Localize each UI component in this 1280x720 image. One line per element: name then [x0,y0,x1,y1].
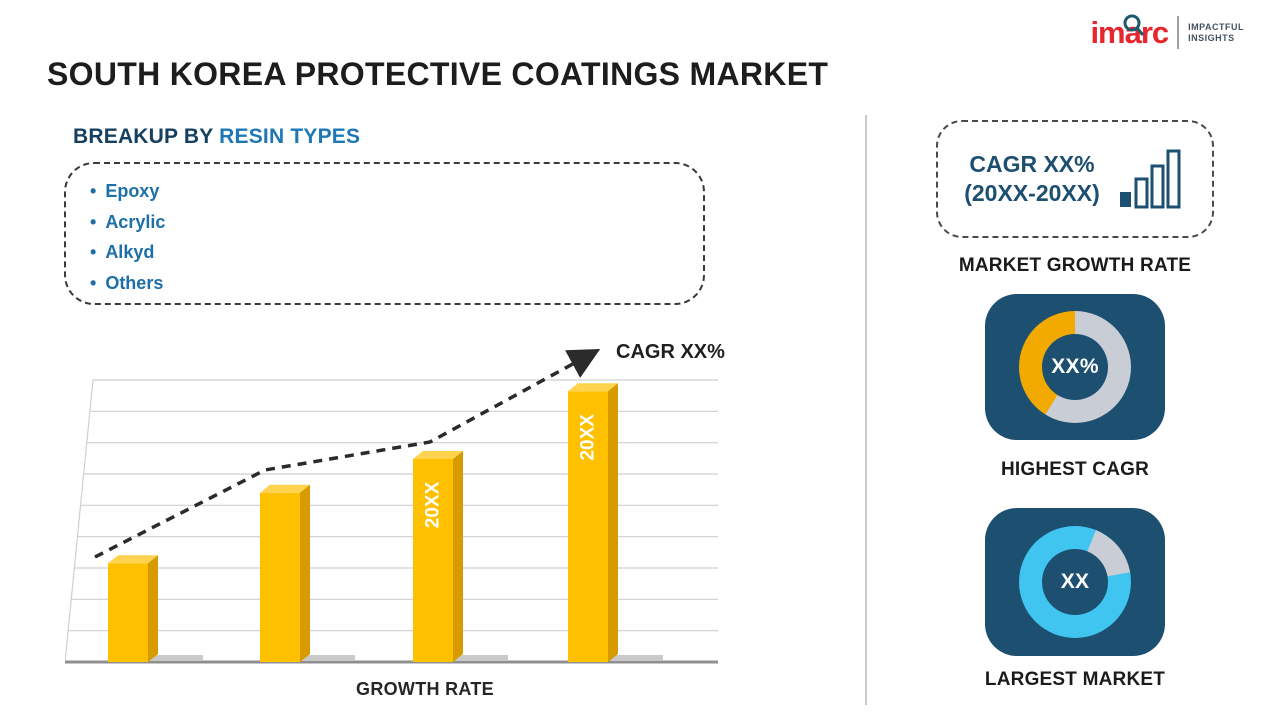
market-growth-card: CAGR XX% (20XX-20XX) [936,120,1214,238]
list-item-epoxy: Epoxy [90,176,703,207]
x-axis-label: GROWTH RATE [356,679,494,699]
caption-largest-market: LARGEST MARKET [984,669,1166,690]
largest-market-card: XX [985,508,1165,656]
growth-bar-chart: 20XX 20XX [65,348,718,664]
list-item-others: Others [90,268,703,299]
highest-cagr-card: XX% [985,294,1165,440]
logo-tagline-line1: IMPACTFUL [1188,21,1244,32]
svg-text:20XX: 20XX [423,481,444,528]
list-item-acrylic: Acrylic [90,207,703,238]
breakup-heading: BREAKUP BY RESIN TYPES [73,125,360,149]
breakup-heading-prefix: BREAKUP BY [73,125,220,148]
caption-highest-cagr: HIGHEST CAGR [1000,459,1150,480]
cagr-range-line2: (20XX-20XX) [964,180,1100,206]
logo-brand-text: imarc [1090,14,1169,50]
imarc-logo: imarc IMPACTFUL INSIGHTS [1090,14,1244,50]
trend-arrow [94,348,601,559]
gridlines [65,379,718,663]
logo-wordmark: imarc [1090,15,1169,50]
cagr-range-text: CAGR XX% (20XX-20XX) [964,150,1100,208]
magnifier-icon [1123,14,1145,36]
largest-market-value: XX [1060,570,1090,593]
resin-list: Epoxy Acrylic Alkyd Others [90,176,703,298]
bar-chart-icon [1119,149,1181,209]
cagr-annotation: CAGR XX% [616,341,725,363]
bars: 20XX 20XX [108,383,663,662]
svg-text:20XX: 20XX [578,414,599,461]
logo-tagline: IMPACTFUL INSIGHTS [1188,22,1244,44]
vertical-divider [865,115,867,705]
breakup-heading-highlight: RESIN TYPES [219,125,361,148]
caption-market-growth-rate: MARKET GROWTH RATE [958,255,1192,276]
page-title: SOUTH KOREA PROTECTIVE COATINGS MARKET [47,56,829,92]
logo-divider [1177,16,1180,49]
largest-market-donut: XX [1019,526,1131,638]
cagr-range-line1: CAGR XX% [969,151,1095,177]
logo-tagline-line2: INSIGHTS [1188,32,1235,43]
list-item-alkyd: Alkyd [90,237,703,268]
highest-cagr-donut: XX% [1019,311,1131,423]
highest-cagr-value: XX% [1051,355,1099,378]
resin-types-box: Epoxy Acrylic Alkyd Others [64,162,705,305]
